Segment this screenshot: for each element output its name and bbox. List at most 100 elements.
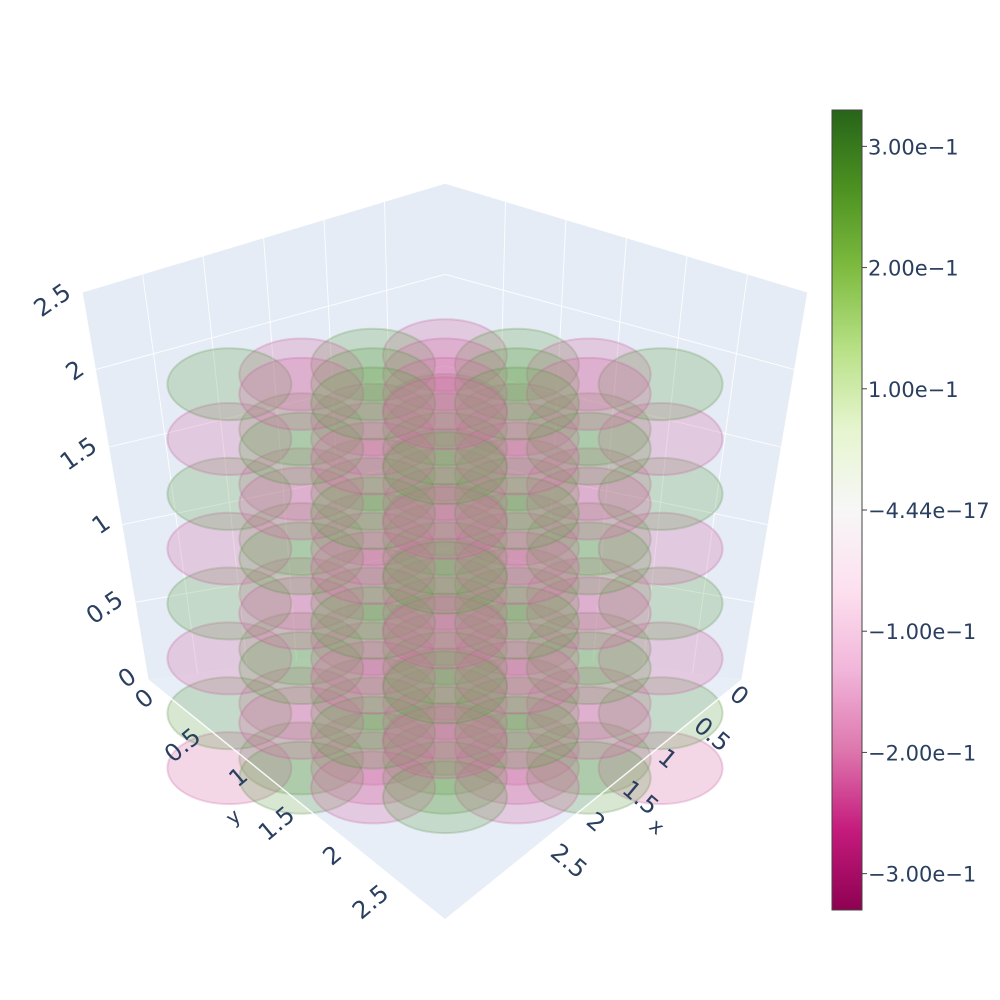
isosurface-blob xyxy=(453,421,580,496)
grid-line xyxy=(142,273,198,674)
floor-wall xyxy=(148,640,742,920)
isosurface-blob xyxy=(310,656,437,731)
isosurface-blob xyxy=(382,392,508,467)
isosurface-blob xyxy=(238,740,365,815)
colorbar: 3.00e−1 2.00e−1 1.00e−1 −4.44e−17 −1.00e−1 −2… xyxy=(831,109,990,911)
isosurface-blob xyxy=(238,685,365,760)
isosurface-blob xyxy=(453,531,580,606)
z-tick-label: 2 xyxy=(61,355,90,387)
isosurface-blob xyxy=(310,676,437,751)
grid-line xyxy=(323,219,347,654)
isosurface-blob xyxy=(310,531,437,606)
isosurface-blob xyxy=(382,431,508,506)
isosurface-blob xyxy=(238,356,365,431)
isosurface-blob xyxy=(597,566,724,641)
isosurface-blob xyxy=(453,585,580,660)
isosurface-blob xyxy=(310,421,437,496)
isosurface-blob xyxy=(597,347,724,422)
isosurface-blob xyxy=(310,695,437,770)
isosurface-blob xyxy=(525,466,652,541)
colorbar-tick-label: 2.00e−1 xyxy=(868,257,959,281)
isosurface-blob xyxy=(166,621,293,696)
isosurface-blob xyxy=(310,476,437,551)
isosurface-blob xyxy=(310,366,437,441)
isosurface-blob xyxy=(525,611,652,686)
isosurface-blob xyxy=(453,695,580,770)
isosurface-blob xyxy=(382,537,508,612)
isosurface-blob xyxy=(238,521,365,596)
y-axis-title: y xyxy=(221,804,246,830)
isosurface-blob xyxy=(453,327,580,402)
isosurface-blob xyxy=(382,650,508,725)
colorbar-ticks: 3.00e−1 2.00e−1 1.00e−1 −4.44e−17 −1.00e−1 −2… xyxy=(862,135,990,887)
isosurface-blob xyxy=(453,676,580,751)
isosurface-blob xyxy=(525,685,652,760)
grid-line xyxy=(642,255,688,667)
isosurface-blob xyxy=(453,511,580,586)
isosurface-blob xyxy=(525,556,652,631)
isosurface-blob xyxy=(238,721,365,796)
isosurface-blob xyxy=(597,456,724,531)
isosurface-blob xyxy=(166,676,293,751)
isosurface-blob xyxy=(453,547,580,622)
isosurface-blob xyxy=(166,731,293,806)
isosurface-blob xyxy=(382,647,508,722)
isosurface-blob xyxy=(382,611,508,686)
isosurface-blob xyxy=(382,631,508,706)
isosurface-blob xyxy=(597,676,724,751)
isosurface-blob xyxy=(382,411,508,486)
colorbar-tick-label: 1.00e−1 xyxy=(868,378,959,402)
isosurface-blob xyxy=(453,640,580,715)
isosurface-blob xyxy=(310,456,437,531)
isosurface-blob xyxy=(238,576,365,651)
isosurface-blob xyxy=(166,566,293,641)
cube-edges xyxy=(81,182,809,921)
isosurface-blob xyxy=(525,392,652,467)
3d-scene[interactable] xyxy=(81,182,809,921)
isosurface-blob xyxy=(382,466,508,541)
isosurface-blob xyxy=(597,511,724,586)
grid-lines xyxy=(95,201,795,674)
isosurface-blob xyxy=(453,456,580,531)
x-tick-label: 2.5 xyxy=(545,838,592,884)
isosurface-blob xyxy=(310,347,437,422)
isosurface-blob xyxy=(310,750,437,825)
grid-line xyxy=(692,273,748,674)
grid-line xyxy=(202,255,248,667)
colorbar-tick-label: −2.00e−1 xyxy=(868,741,976,765)
colorbar-tick-label: −1.00e−1 xyxy=(868,620,976,644)
isosurface-blob xyxy=(382,556,508,631)
z-tick-label: 0.5 xyxy=(81,585,128,630)
isosurface-blob xyxy=(310,566,437,641)
y-tick-label: 2 xyxy=(318,840,348,871)
grid-line xyxy=(95,273,446,371)
grid-line xyxy=(593,237,627,661)
isosurface-blob xyxy=(597,402,724,476)
isosurface-blob xyxy=(238,611,365,686)
isosurface-blob xyxy=(382,356,508,431)
isosurface-blob xyxy=(310,640,437,715)
isosurface-blob xyxy=(238,466,365,541)
isosurface-blob xyxy=(453,566,580,641)
isosurface-blob xyxy=(238,392,365,467)
isosurface-blob xyxy=(382,376,508,451)
isosurface-blob xyxy=(382,685,508,760)
isosurface-blob xyxy=(525,521,652,596)
isosurface-blob xyxy=(525,337,652,412)
z-tick-label: 2.5 xyxy=(29,278,76,323)
grid-line xyxy=(444,365,782,448)
isosurface-blob xyxy=(166,402,293,476)
isosurface-blob xyxy=(238,447,365,522)
isosurface-blob xyxy=(310,585,437,660)
z-tick-label: 1.5 xyxy=(55,431,102,476)
isosurface-blob xyxy=(453,656,580,731)
isosurface-blob xyxy=(310,547,437,622)
isosurface-blob xyxy=(382,740,508,815)
isosurface-blob xyxy=(382,427,508,502)
isosurface-blob xyxy=(382,485,508,560)
back-wall-left xyxy=(82,183,445,680)
isosurface-blob xyxy=(382,502,508,576)
isosurface-blob xyxy=(238,411,365,486)
grid-line xyxy=(134,548,446,603)
